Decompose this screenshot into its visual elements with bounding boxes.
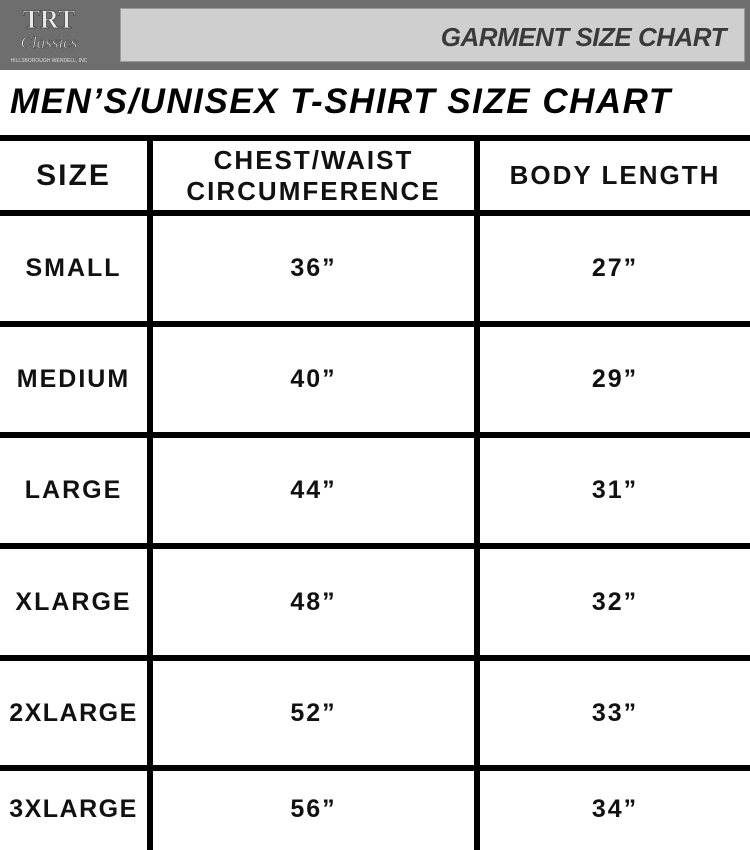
size-cell: LARGE xyxy=(24,476,123,504)
chest-cell: 56” xyxy=(290,794,337,823)
header-bar: TRT Classics HILLSBOROUGH WENDELL, INC G… xyxy=(0,0,750,70)
chest-cell: 40” xyxy=(290,365,337,393)
chest-cell: 48” xyxy=(290,587,337,616)
table-border xyxy=(0,135,750,141)
size-cell: 3XLARGE xyxy=(9,794,138,823)
trt-classics-logo: TRT Classics HILLSBOROUGH WENDELL, INC xyxy=(11,5,88,64)
length-cell: 32” xyxy=(591,587,639,616)
header-size: SIZE xyxy=(36,159,111,192)
page-title: MEN’S/UNISEX T-SHIRT SIZE CHART xyxy=(10,82,672,121)
svg-text:Classics: Classics xyxy=(21,33,78,52)
chest-cell: 44” xyxy=(290,476,337,504)
svg-text:TRT: TRT xyxy=(23,5,76,34)
chest-cell: 52” xyxy=(290,698,337,727)
length-cell: 34” xyxy=(591,794,639,823)
row-divider xyxy=(0,655,750,661)
length-cell: 33” xyxy=(591,698,639,727)
size-cell: MEDIUM xyxy=(16,365,131,393)
chest-cell: 36” xyxy=(290,254,337,282)
size-cell: 2XLARGE xyxy=(9,698,138,727)
column-divider xyxy=(474,135,480,850)
size-cell: SMALL xyxy=(25,254,122,282)
length-cell: 29” xyxy=(591,365,639,393)
header-body-length: BODY LENGTH xyxy=(509,160,721,190)
row-divider xyxy=(0,432,750,438)
row-divider xyxy=(0,321,750,327)
length-cell: 31” xyxy=(591,476,639,504)
row-divider xyxy=(0,210,750,216)
column-divider xyxy=(147,135,153,850)
row-divider xyxy=(0,543,750,549)
row-divider xyxy=(0,765,750,771)
length-cell: 27” xyxy=(591,254,639,282)
banner-panel: GARMENT SIZE CHART xyxy=(120,8,745,62)
banner-title: GARMENT SIZE CHART xyxy=(440,22,727,52)
svg-text:HILLSBOROUGH WENDELL, INC: HILLSBOROUGH WENDELL, INC xyxy=(11,58,88,64)
size-cell: XLARGE xyxy=(15,587,132,616)
header-chest-waist: CHEST/WAIST CIRCUMFERENCE xyxy=(186,144,441,206)
